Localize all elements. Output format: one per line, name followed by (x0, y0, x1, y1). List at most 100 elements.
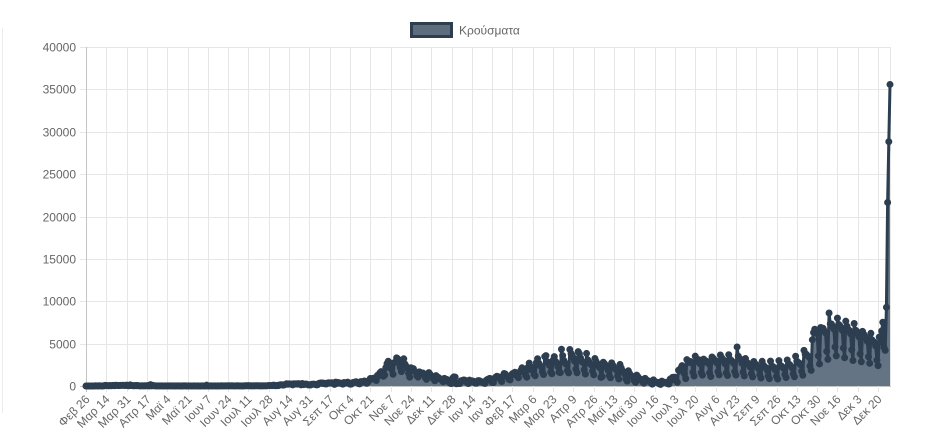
data-point[interactable] (788, 364, 796, 372)
data-point[interactable] (879, 318, 887, 326)
data-point[interactable] (704, 360, 712, 368)
data-point[interactable] (730, 359, 737, 367)
data-point[interactable] (882, 303, 890, 311)
data-point[interactable] (546, 361, 554, 369)
data-point[interactable] (876, 338, 884, 346)
data-point[interactable] (698, 371, 706, 379)
data-point[interactable] (765, 375, 773, 383)
data-point[interactable] (813, 330, 821, 338)
data-point[interactable] (707, 373, 715, 381)
data-point[interactable] (867, 329, 875, 337)
data-point[interactable] (833, 314, 841, 322)
data-point[interactable] (548, 370, 556, 378)
data-point[interactable] (615, 375, 623, 383)
y-tick-label: 0 (69, 380, 76, 394)
data-point[interactable] (790, 373, 798, 381)
data-point[interactable] (598, 373, 606, 381)
data-point[interactable] (841, 354, 849, 362)
data-point[interactable] (397, 368, 405, 376)
data-point[interactable] (881, 346, 889, 354)
data-point[interactable] (774, 375, 782, 383)
data-point[interactable] (562, 360, 570, 368)
data-point[interactable] (523, 373, 531, 381)
data-point[interactable] (814, 352, 822, 360)
data-point[interactable] (682, 375, 690, 383)
data-point[interactable] (690, 372, 698, 380)
data-point[interactable] (740, 372, 748, 380)
data-point[interactable] (799, 371, 807, 379)
data-point[interactable] (872, 342, 880, 350)
data-point[interactable] (389, 370, 397, 378)
data-point[interactable] (733, 343, 741, 351)
data-point[interactable] (749, 373, 757, 381)
data-point[interactable] (581, 370, 589, 378)
data-point[interactable] (573, 369, 581, 377)
data-point[interactable] (771, 366, 779, 374)
data-point[interactable] (571, 357, 579, 365)
data-point[interactable] (590, 371, 598, 379)
data-point[interactable] (583, 349, 591, 357)
data-point[interactable] (831, 343, 839, 351)
data-point[interactable] (514, 374, 522, 382)
data-point[interactable] (540, 370, 548, 378)
legend-swatch[interactable] (410, 22, 453, 38)
data-point[interactable] (673, 378, 681, 386)
legend[interactable]: Κρούσματα (410, 22, 520, 38)
data-point[interactable] (878, 327, 886, 335)
data-point[interactable] (816, 360, 824, 368)
data-point[interactable] (721, 360, 729, 368)
data-point[interactable] (542, 352, 550, 360)
data-point[interactable] (832, 352, 840, 360)
data-point[interactable] (757, 374, 765, 382)
data-point[interactable] (848, 346, 856, 354)
data-point[interactable] (821, 329, 829, 337)
data-point[interactable] (857, 358, 865, 366)
data-point[interactable] (884, 198, 892, 206)
data-point[interactable] (865, 353, 872, 361)
data-point[interactable] (596, 364, 604, 372)
data-point[interactable] (565, 369, 573, 377)
data-point[interactable] (679, 363, 687, 371)
data-point[interactable] (885, 138, 893, 146)
data-point[interactable] (796, 361, 804, 369)
data-point[interactable] (557, 345, 565, 353)
data-point[interactable] (782, 374, 790, 382)
data-point[interactable] (623, 377, 631, 385)
data-point[interactable] (847, 330, 855, 338)
data-point[interactable] (849, 356, 857, 364)
data-point[interactable] (825, 309, 833, 317)
data-point[interactable] (850, 320, 858, 328)
data-point[interactable] (531, 372, 539, 380)
y-tick-label: 5000 (49, 338, 76, 352)
data-point[interactable] (529, 364, 537, 372)
data-point[interactable] (724, 372, 732, 380)
data-point[interactable] (866, 359, 874, 367)
data-point[interactable] (824, 355, 832, 363)
data-point[interactable] (874, 362, 882, 370)
legend-label[interactable]: Κρούσματα (459, 24, 520, 38)
data-point[interactable] (451, 373, 459, 381)
data-point[interactable] (604, 366, 612, 374)
data-point[interactable] (805, 353, 813, 361)
data-point[interactable] (839, 344, 847, 352)
data-point[interactable] (746, 363, 754, 371)
data-point[interactable] (830, 325, 838, 333)
data-point[interactable] (807, 366, 815, 374)
data-point[interactable] (856, 350, 864, 358)
y-tick-label: 15000 (43, 253, 77, 267)
data-point[interactable] (808, 336, 816, 344)
data-point[interactable] (886, 80, 894, 88)
data-point[interactable] (556, 369, 564, 377)
data-point[interactable] (823, 347, 831, 355)
data-point[interactable] (715, 371, 723, 379)
data-point[interactable] (606, 374, 614, 382)
data-point[interactable] (406, 373, 414, 381)
data-point[interactable] (732, 371, 740, 379)
grid (80, 47, 891, 392)
y-tick-label: 10000 (43, 295, 77, 309)
data-point[interactable] (381, 371, 389, 379)
data-point[interactable] (713, 359, 721, 367)
frame-edge (2, 28, 3, 413)
